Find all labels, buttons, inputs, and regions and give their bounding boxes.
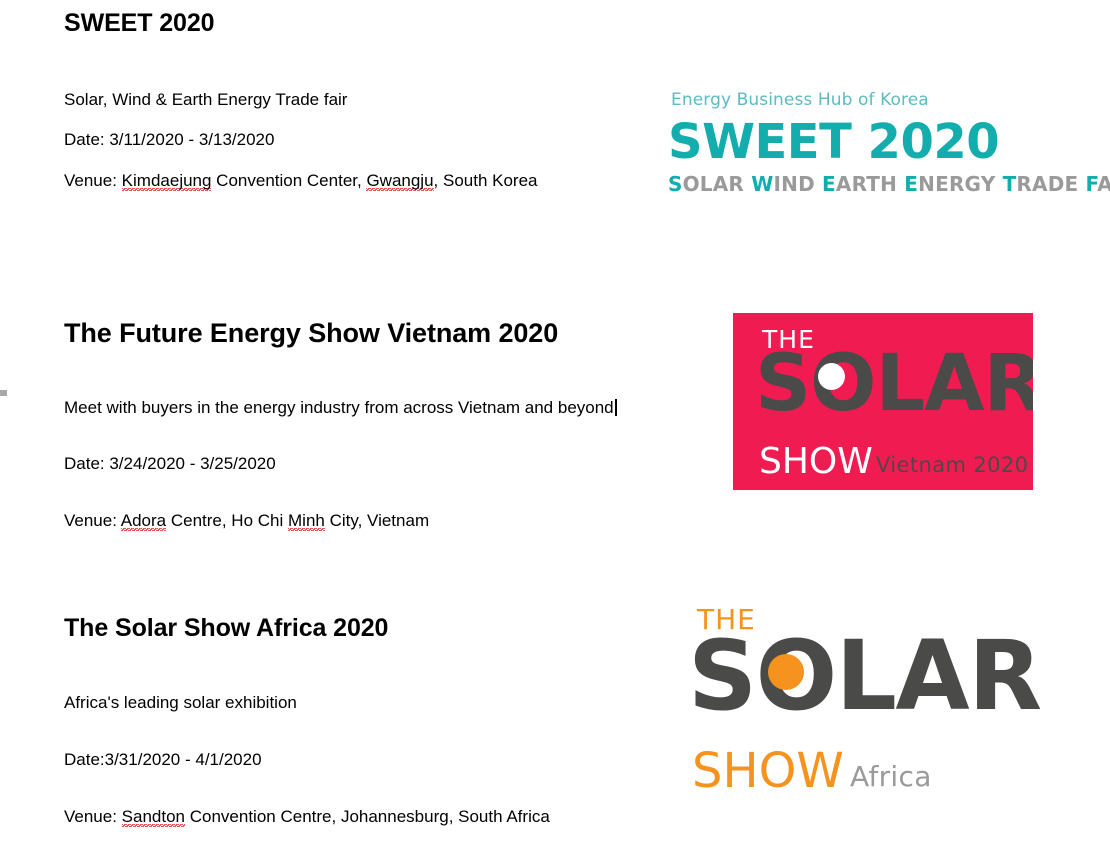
venue-middle: Convention Center, [211,171,367,190]
subtitle-word-fair: FAIR [1086,172,1110,196]
vietnam-venue: Venue: Adora Centre, Ho Chi Minh City, V… [64,511,429,531]
sweet-logo-wordmark: SWEET 2020 [668,114,1000,170]
africa-logo-edition: Africa [850,760,932,793]
word-rest: IND [773,172,815,196]
word-rest: AIR [1097,172,1110,196]
subtitle-word-wind: WIND [751,172,815,196]
word-initial: E [822,172,836,196]
word-initial: T [1002,172,1017,196]
text-cursor [614,399,617,416]
misspelled-word-kimdaejung: Kimdaejung [121,171,212,191]
africa-description: Africa's leading solar exhibition [64,693,297,712]
vietnam-logo-show: SHOW [759,441,873,482]
section-heading-sweet-2020: SWEET 2020 [64,9,215,37]
word-initial: F [1085,172,1098,196]
sweet-2020-description: Solar, Wind & Earth Energy Trade fair [64,90,348,109]
sweet-logo-subtitle: SOLAR WIND EARTH ENERGY TRADE FAIR [668,172,1110,196]
africa-logo-show: SHOW [692,743,844,799]
word-rest: ARTH [835,172,898,196]
misspelled-word-sandton: Sandton [121,807,186,827]
subtitle-word-solar: SOLAR [668,172,744,196]
vietnam-logo-solar: SOLAR [755,339,1033,429]
the-solar-show-africa-logo: THE SOLAR SHOW Africa [688,600,1048,800]
sun-dot-icon [768,654,804,690]
subtitle-word-earth: EARTH [822,172,897,196]
venue-suffix: Convention Centre, Johannesburg, South A… [185,807,550,826]
venue-suffix: , South Korea [433,171,538,190]
sweet-2020-logo: Energy Business Hub of Korea SWEET 2020 … [668,90,1110,202]
sweet-2020-venue: Venue: Kimdaejung Convention Center, Gwa… [64,171,538,191]
venue-prefix: Venue: [64,807,122,826]
word-initial: S [668,172,683,196]
subtitle-word-energy: ENERGY [904,172,995,196]
venue-middle: Centre, Ho Chi [166,511,288,530]
sweet-2020-date: Date: 3/11/2020 - 3/13/2020 [64,130,275,149]
word-initial: W [751,172,774,196]
sweet-logo-tagline: Energy Business Hub of Korea [671,90,929,110]
vietnam-description: Meet with buyers in the energy industry … [64,398,617,418]
africa-venue: Venue: Sandton Convention Centre, Johann… [64,807,550,827]
word-rest: RADE [1016,172,1079,196]
vietnam-description-text: Meet with buyers in the energy industry … [64,398,614,417]
sun-dot-icon [818,363,845,390]
misspelled-word-gwangju: Gwangju [366,171,434,191]
word-rest: OLAR [682,172,745,196]
vietnam-date: Date: 3/24/2020 - 3/25/2020 [64,454,276,473]
misspelled-word-minh: Minh [288,511,325,531]
misspelled-word-adora: Adora [120,511,167,531]
word-initial: E [904,172,919,196]
left-edge-artifact [0,390,7,396]
africa-logo-solar: SOLAR [688,620,1042,732]
the-solar-show-vietnam-logo: THE SOLAR SHOW Vietnam 2020 [733,313,1033,490]
subtitle-word-trade: TRADE [1003,172,1079,196]
africa-date: Date:3/31/2020 - 4/1/2020 [64,750,262,769]
word-rest: NERGY [918,172,996,196]
vietnam-logo-the: THE [762,325,815,354]
venue-prefix: Venue: [64,171,122,190]
venue-suffix: City, Vietnam [324,511,430,530]
section-heading-solar-show-africa: The Solar Show Africa 2020 [64,614,389,642]
vietnam-logo-edition: Vietnam 2020 [876,453,1029,477]
venue-prefix: Venue: [64,511,121,530]
section-heading-future-energy-show-vietnam: The Future Energy Show Vietnam 2020 [64,318,559,348]
africa-logo-the: THE [697,603,756,636]
